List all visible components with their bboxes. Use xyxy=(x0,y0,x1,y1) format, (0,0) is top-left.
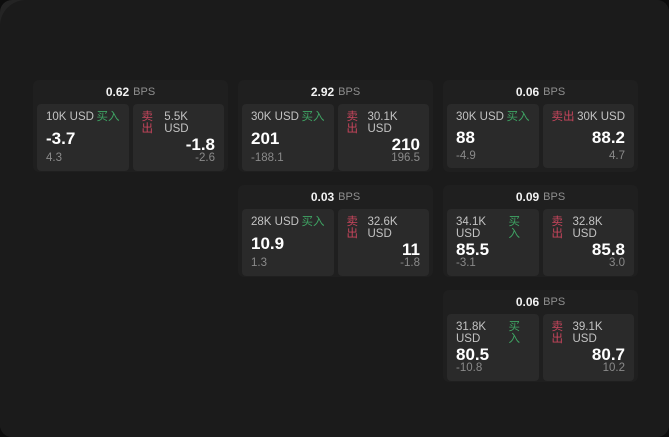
buy-side-label: 买入 xyxy=(508,216,521,240)
sell-quote-panel[interactable]: 卖出 32.6K USD 11 -1.8 xyxy=(337,209,429,276)
buy-side-label: 买入 xyxy=(301,216,325,228)
quote-card: 0.06 BPS 31.8K USD 买入 80.5 -10.8 卖 xyxy=(443,290,638,382)
buy-price: 85.5 xyxy=(456,240,490,259)
buy-sub-value: -10.8 xyxy=(456,362,483,374)
panels-row: 10K USD 买入 -3.7 4.3 卖出 5.5K USD -1.8 -2.… xyxy=(37,104,224,171)
sell-amount: 32.8K USD xyxy=(572,216,603,240)
sell-sub-value: 3.0 xyxy=(609,257,625,269)
panels-row: 31.8K USD 买入 80.5 -10.8 卖出 39.1K USD 80.… xyxy=(447,314,634,381)
quote-card: 0.03 BPS 28K USD 买入 10.9 1.3 卖出 xyxy=(238,185,433,277)
panels-row: 34.1K USD 买入 85.5 -3.1 卖出 32.8K USD 85.8… xyxy=(447,209,634,276)
sell-side-label: 卖出 xyxy=(551,216,564,240)
buy-side-label: 买入 xyxy=(506,111,530,123)
sell-price: 85.8 xyxy=(591,240,625,259)
buy-side-label: 买入 xyxy=(508,321,521,345)
buy-price: 80.5 xyxy=(456,345,490,364)
sell-amount: 5.5K USD xyxy=(164,111,189,135)
card-header: 0.62 BPS xyxy=(33,80,228,104)
buy-sub-value: 4.3 xyxy=(46,152,62,164)
bps-unit-label: BPS xyxy=(338,191,361,203)
card-header: 0.09 BPS xyxy=(443,185,638,209)
quote-card: 2.92 BPS 30K USD 买入 201 -188.1 卖出 xyxy=(238,80,433,172)
bps-unit-label: BPS xyxy=(133,86,156,98)
buy-price: 10.9 xyxy=(251,234,285,254)
sell-sub-value: -1.8 xyxy=(400,257,420,269)
buy-amount: 31.8K USD xyxy=(456,321,487,345)
buy-side-label: 买入 xyxy=(301,111,325,123)
bps-unit-label: BPS xyxy=(543,296,566,308)
sell-price: 88.2 xyxy=(591,128,625,147)
bps-value: 0.03 xyxy=(310,190,335,204)
sell-sub-value: -2.6 xyxy=(195,152,215,164)
bps-value: 2.92 xyxy=(310,85,335,99)
sell-side-label: 卖出 xyxy=(346,111,359,135)
buy-price: -3.7 xyxy=(46,129,76,149)
sell-amount: 32.6K USD xyxy=(367,216,398,240)
card-header: 0.06 BPS xyxy=(443,290,638,314)
buy-amount: 30K USD xyxy=(456,111,504,123)
quote-card: 0.62 BPS 10K USD 买入 -3.7 4.3 卖出 xyxy=(33,80,228,172)
sell-sub-value: 196.5 xyxy=(391,152,420,164)
sell-price: 80.7 xyxy=(591,345,625,364)
quote-card: 0.06 BPS 30K USD 买入 88 -4.9 卖出 xyxy=(443,80,638,172)
sell-price: 11 xyxy=(402,240,420,259)
sell-side-label: 卖出 xyxy=(551,321,564,345)
sell-side-label: 卖出 xyxy=(551,111,575,123)
panels-row: 28K USD 买入 10.9 1.3 卖出 32.6K USD 11 -1.8 xyxy=(242,209,429,276)
quote-card: 0.09 BPS 34.1K USD 买入 85.5 -3.1 卖出 xyxy=(443,185,638,277)
sell-price: 210 xyxy=(391,135,420,154)
sell-quote-panel[interactable]: 卖出 30K USD 88.2 4.7 xyxy=(542,104,634,168)
card-header: 2.92 BPS xyxy=(238,80,433,104)
sell-amount: 39.1K USD xyxy=(572,321,603,345)
panels-row: 30K USD 买入 88 -4.9 卖出 30K USD 88.2 4.7 xyxy=(447,104,634,168)
buy-quote-panel[interactable]: 31.8K USD 买入 80.5 -10.8 xyxy=(447,314,539,381)
sell-quote-panel[interactable]: 卖出 32.8K USD 85.8 3.0 xyxy=(542,209,634,276)
sell-side-label: 卖出 xyxy=(346,216,359,240)
buy-quote-panel[interactable]: 10K USD 买入 -3.7 4.3 xyxy=(37,104,129,171)
buy-amount: 34.1K USD xyxy=(456,216,487,240)
buy-sub-value: -3.1 xyxy=(456,257,476,269)
sell-quote-panel[interactable]: 卖出 30.1K USD 210 196.5 xyxy=(337,104,429,171)
buy-quote-panel[interactable]: 28K USD 买入 10.9 1.3 xyxy=(242,209,334,276)
buy-amount: 30K USD xyxy=(251,111,299,123)
buy-amount: 28K USD xyxy=(251,216,299,228)
sell-side-label: 卖出 xyxy=(141,111,154,135)
buy-sub-value: 1.3 xyxy=(251,257,267,269)
sell-price: -1.8 xyxy=(185,135,215,154)
panels-row: 30K USD 买入 201 -188.1 卖出 30.1K USD 210 1… xyxy=(242,104,429,171)
sell-amount: 30K USD xyxy=(577,111,625,123)
bps-value: 0.06 xyxy=(515,295,540,309)
buy-quote-panel[interactable]: 30K USD 买入 88 -4.9 xyxy=(447,104,539,168)
buy-price: 201 xyxy=(251,129,280,149)
card-header: 0.06 BPS xyxy=(443,80,638,104)
card-header: 0.03 BPS xyxy=(238,185,433,209)
bps-value: 0.62 xyxy=(105,85,130,99)
bps-unit-label: BPS xyxy=(543,86,566,98)
sell-sub-value: 4.7 xyxy=(609,149,625,162)
bps-value: 0.09 xyxy=(515,190,540,204)
bps-unit-label: BPS xyxy=(338,86,361,98)
sell-quote-panel[interactable]: 卖出 39.1K USD 80.7 10.2 xyxy=(542,314,634,381)
bps-value: 0.06 xyxy=(515,85,540,99)
sell-amount: 30.1K USD xyxy=(367,111,398,135)
buy-sub-value: -188.1 xyxy=(251,152,284,164)
bps-unit-label: BPS xyxy=(543,191,566,203)
buy-quote-panel[interactable]: 34.1K USD 买入 85.5 -3.1 xyxy=(447,209,539,276)
buy-quote-panel[interactable]: 30K USD 买入 201 -188.1 xyxy=(242,104,334,171)
sell-quote-panel[interactable]: 卖出 5.5K USD -1.8 -2.6 xyxy=(132,104,224,171)
quote-cards-grid: 0.62 BPS 10K USD 买入 -3.7 4.3 卖出 xyxy=(33,80,638,382)
buy-sub-value: -4.9 xyxy=(456,149,476,162)
buy-amount: 10K USD xyxy=(46,111,94,123)
buy-side-label: 买入 xyxy=(96,111,120,123)
sell-sub-value: 10.2 xyxy=(602,362,625,374)
buy-price: 88 xyxy=(456,128,475,147)
